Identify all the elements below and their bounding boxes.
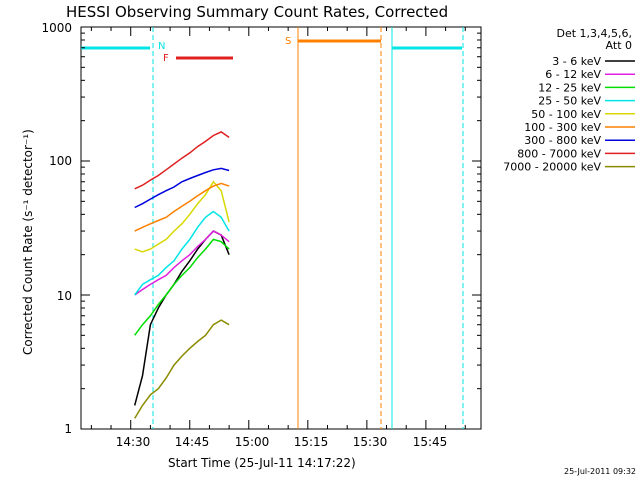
legend-label-25-50-kev: 25 - 50 keV	[538, 95, 601, 108]
legend-header-line-1: Det 1,3,4,5,6,	[556, 27, 632, 40]
series-line-25-50-kev	[134, 210, 230, 296]
x-tick-label-1530: 15:30	[353, 435, 388, 449]
legend-header-line-2: Att 0	[606, 39, 632, 52]
legend-label-300-800-kev: 300 - 800 keV	[524, 134, 601, 147]
x-tick-label-1545: 15:45	[413, 435, 448, 449]
y-tick-label-1000: 1000	[41, 21, 72, 35]
series-layer	[133, 131, 230, 419]
legend-label-50-100-kev: 50 - 100 keV	[531, 108, 601, 121]
legend-label-100-300-kev: 100 - 300 keV	[524, 121, 601, 134]
legend-label-7000-20000-kev: 7000 - 20000 keV	[503, 161, 601, 174]
x-tick-label-1515: 15:15	[294, 435, 329, 449]
legend-label-6-12-kev: 6 - 12 keV	[545, 68, 601, 81]
y-tick-label-1: 1	[64, 422, 72, 436]
footer-timestamp: 25-Jul-2011 09:32	[564, 467, 636, 476]
chart-title: HESSI Observing Summary Count Rates, Cor…	[66, 3, 448, 21]
plot-frame	[80, 26, 482, 430]
legend-label-3-6-kev: 3 - 6 keV	[552, 55, 601, 68]
series-line-100-300-kev	[134, 182, 230, 232]
series-line-6-12-kev	[134, 230, 230, 296]
series-line-50-100-kev	[134, 180, 230, 253]
y-tick-label-100: 100	[49, 154, 72, 168]
axis-ticks	[81, 26, 481, 430]
x-tick-label-1500: 15:00	[235, 435, 270, 449]
series-line-800-7000-kev	[134, 131, 230, 190]
y-tick-label-10: 10	[57, 289, 72, 303]
x-tick-label-1445: 14:45	[175, 435, 210, 449]
x-tick-label-1430: 14:30	[116, 435, 151, 449]
state-bars: N F S	[81, 27, 464, 429]
legend-label-12-25-kev: 12 - 25 keV	[538, 81, 601, 94]
saa-annotation: S	[285, 36, 291, 47]
night-annotation: N	[158, 41, 165, 52]
y-axis-label: Corrected Count Rate (s⁻¹ detector⁻¹)	[21, 129, 35, 355]
legend-label-800-7000-kev: 800 - 7000 keV	[517, 147, 601, 160]
series-line-12-25-kev	[134, 238, 230, 336]
series-line-7000-20000-kev	[134, 319, 230, 419]
series-line-300-800-kev	[134, 167, 230, 209]
x-axis-label: Start Time (25-Jul-11 14:17:22)	[168, 456, 356, 470]
flare-annotation: F	[163, 53, 169, 64]
